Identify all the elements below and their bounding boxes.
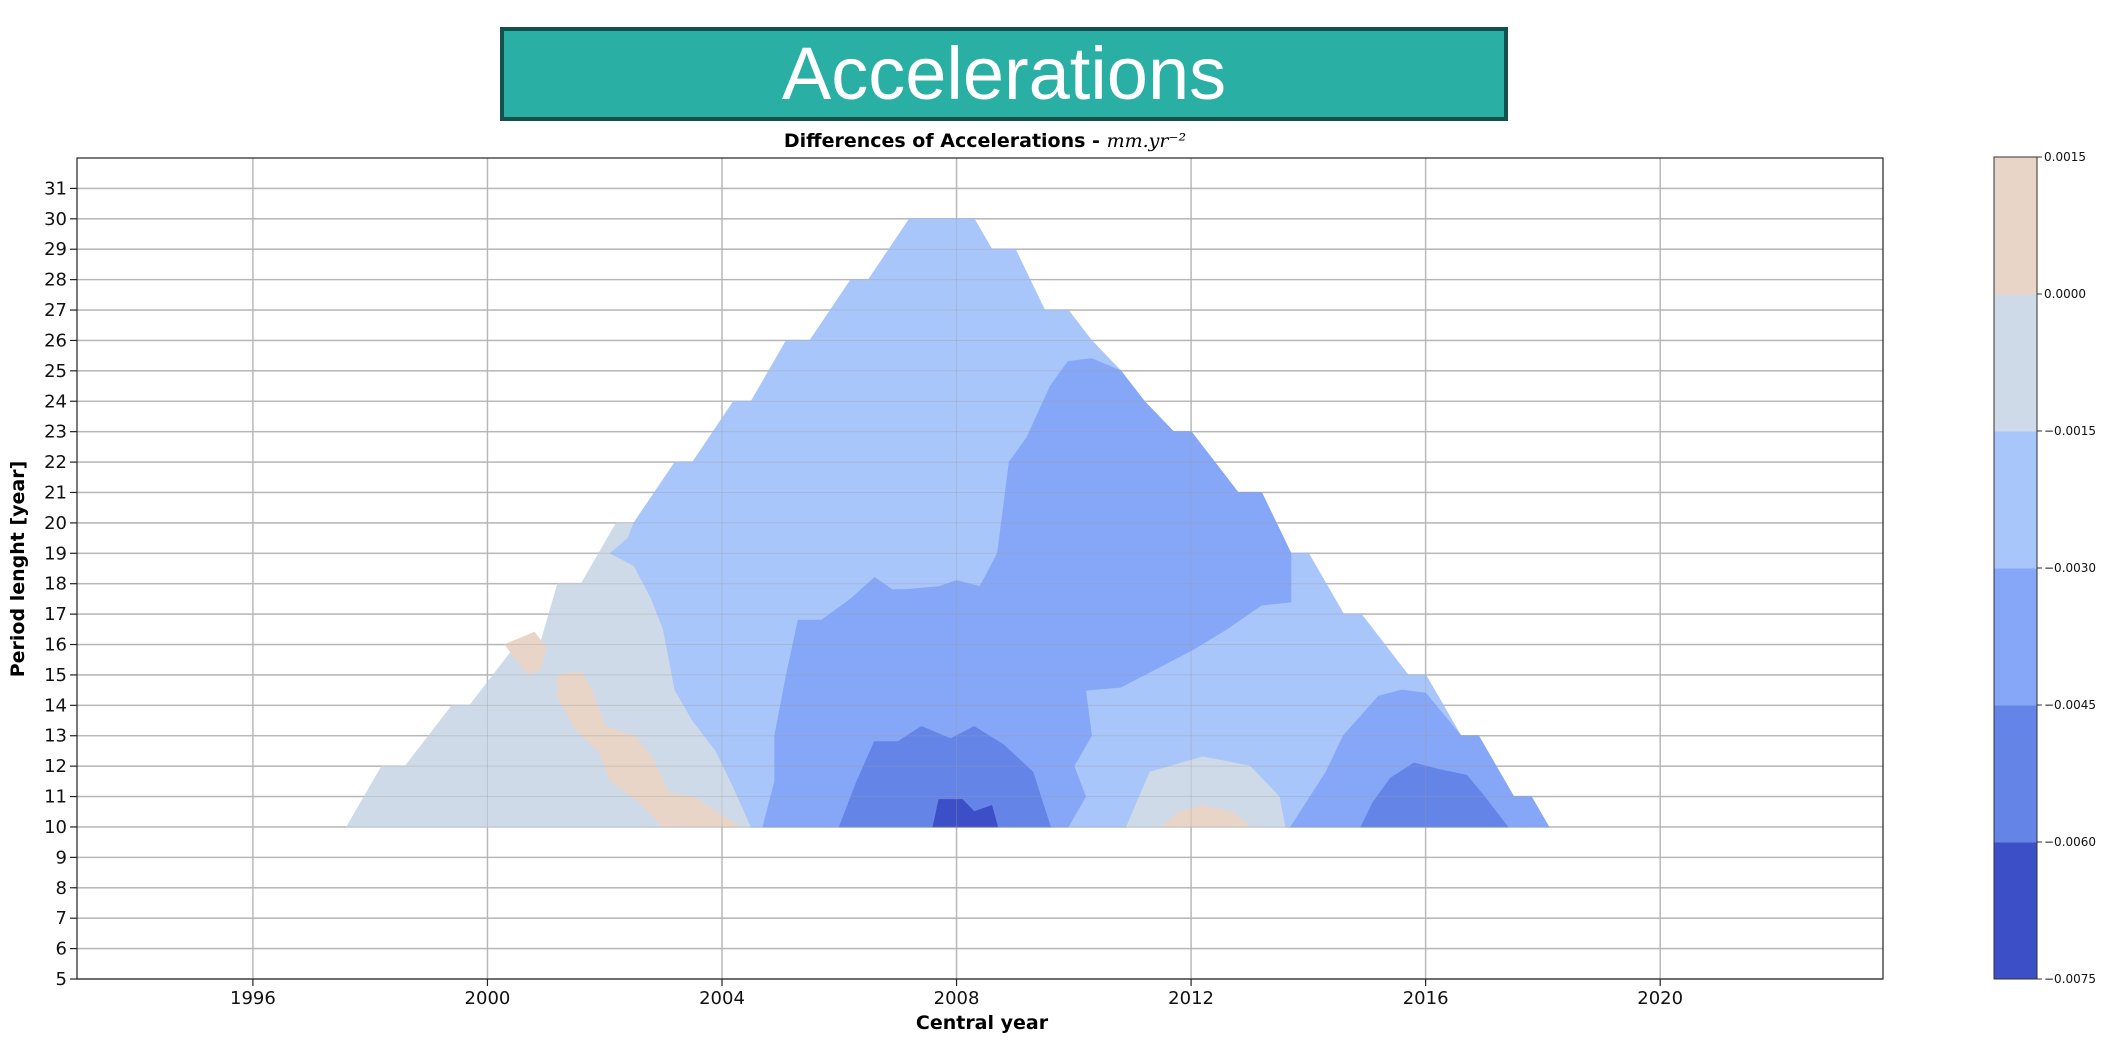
colorbar: −0.0075 −0.0060 −0.0045 −0.0030 −0.0015 0.000… (1993, 150, 2096, 986)
y-tick-label: 29 (44, 239, 67, 260)
chart-title: Differences of Accelerations - mm.yr⁻² (784, 130, 1186, 152)
colorbar-tick-label: −0.0060 (2044, 835, 2096, 849)
x-tick-label: 2012 (1168, 988, 1214, 1009)
contour-region (838, 726, 1052, 828)
banner-title: Accelerations (781, 32, 1227, 115)
colorbar-tick-label: −0.0045 (2044, 698, 2096, 712)
y-tick-label: 10 (44, 817, 67, 838)
x-tick-label: 2016 (1403, 988, 1449, 1009)
y-tick-label: 13 (44, 726, 67, 747)
contour-region (1160, 805, 1252, 828)
y-tick-label: 8 (56, 878, 67, 899)
chart-title-main: Differences of Accelerations - (784, 130, 1107, 152)
contour-region (557, 671, 742, 828)
y-axis-label: Period lenght [year] (7, 461, 29, 678)
chart-title-unit: mm.yr⁻² (1107, 130, 1187, 152)
colorbar-segment (1994, 705, 2037, 843)
y-tick-label: 31 (44, 178, 67, 199)
colorbar-segment (1994, 842, 2037, 980)
x-tick-label: 2020 (1637, 988, 1683, 1009)
colorbar-segment (1994, 157, 2037, 295)
y-tick-label: 22 (44, 452, 67, 473)
contour-region (1360, 762, 1509, 828)
plot-frame (76, 157, 1884, 980)
y-tick-label: 24 (44, 391, 67, 412)
y-tick-label: 16 (44, 635, 67, 656)
y-tick-label: 23 (44, 422, 67, 443)
y-tick-label: 28 (44, 270, 67, 291)
contour-regions (77, 158, 1883, 980)
x-tick-label: 2004 (699, 988, 745, 1009)
colorbar-tick-label: −0.0030 (2044, 561, 2096, 575)
colorbar-tick-label: −0.0015 (2044, 424, 2096, 438)
y-tick-label: 27 (44, 300, 67, 321)
y-tick-label: 7 (56, 908, 67, 929)
y-tick-label: 19 (44, 543, 67, 564)
colorbar-tick-label: −0.0075 (2044, 972, 2096, 986)
y-tick-label: 25 (44, 361, 67, 382)
x-axis-label: Central year (916, 1012, 1049, 1034)
y-tick-label: 20 (44, 513, 67, 534)
y-tick-label: 30 (44, 209, 67, 230)
y-tick-label: 11 (44, 787, 67, 808)
y-tick-label: 21 (44, 482, 67, 503)
colorbar-segment (1994, 431, 2037, 569)
x-tick-label: 1996 (230, 988, 276, 1009)
colorbar-segment (1994, 294, 2037, 432)
x-tick-label: 2000 (465, 988, 511, 1009)
y-tick-label: 26 (44, 330, 67, 351)
y-tick-label: 14 (44, 695, 67, 716)
x-tick-label: 2008 (934, 988, 980, 1009)
contour-region (762, 358, 1292, 828)
y-tick-label: 9 (56, 847, 67, 868)
y-tick-label: 5 (56, 969, 67, 990)
y-tick-label: 15 (44, 665, 67, 686)
contour-region (932, 799, 999, 828)
contour-region (1125, 756, 1286, 828)
title-banner: Accelerations (500, 27, 1508, 121)
y-tick-label: 12 (44, 756, 67, 777)
y-tick-label: 18 (44, 574, 67, 595)
axes: 5 6 7 8 9 10 11 12 13 14 15 16 17 18 19 20 21 22 23 24 25 26 2… (44, 157, 1884, 1009)
y-tick-label: 17 (44, 604, 67, 625)
colorbar-segment (1994, 568, 2037, 706)
contour-region (504, 631, 547, 676)
contour-region (1289, 689, 1550, 828)
y-tick-label: 6 (56, 939, 67, 960)
colorbar-tick-label: 0.0015 (2044, 150, 2086, 164)
colorbar-tick-label: 0.0000 (2044, 287, 2086, 301)
